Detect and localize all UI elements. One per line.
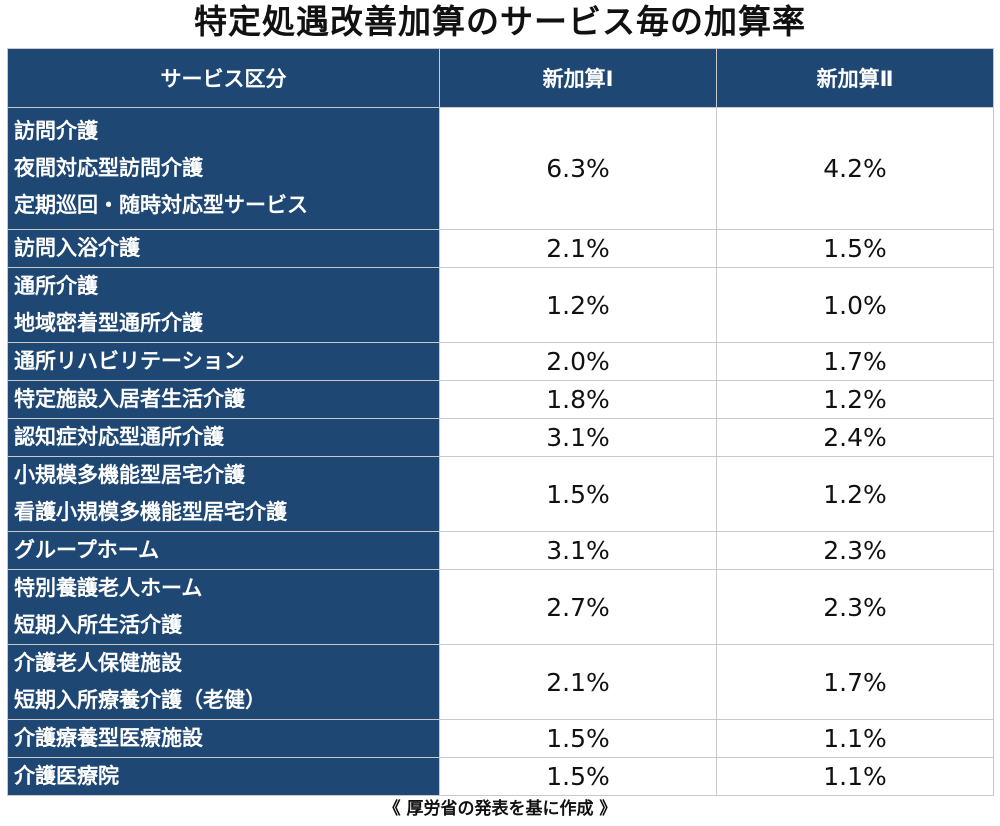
table-row: 特別養護老人ホーム 短期入所生活介護 2.7% 2.3% bbox=[7, 569, 994, 645]
rate1-cell: 3.1% bbox=[439, 418, 717, 457]
service-name: 小規模多機能型居宅介護 bbox=[14, 463, 245, 487]
rate2-cell: 4.2% bbox=[716, 107, 994, 230]
table-row: 訪問入浴介護 2.1% 1.5% bbox=[7, 229, 994, 268]
rate1-cell: 3.1% bbox=[439, 531, 717, 570]
service-name: 定期巡回・随時対応型サービス bbox=[14, 193, 308, 217]
rate1-cell: 2.0% bbox=[439, 342, 717, 381]
rate1-cell: 1.5% bbox=[439, 719, 717, 758]
service-name: 訪問介護 bbox=[14, 119, 98, 143]
rate2-cell: 1.1% bbox=[716, 719, 994, 758]
rate1-cell: 2.1% bbox=[439, 644, 717, 720]
rate1-cell: 2.1% bbox=[439, 229, 717, 268]
service-cell: 介護老人保健施設 短期入所療養介護（老健） bbox=[7, 644, 440, 720]
service-cell: 通所リハビリテーション bbox=[7, 342, 440, 381]
source-note: 《 厚労省の発表を基に作成 》 bbox=[383, 799, 617, 819]
service-cell: 通所介護 地域密着型通所介護 bbox=[7, 267, 440, 343]
column-header-rate2: 新加算Ⅱ bbox=[716, 48, 994, 108]
column-header-rate1: 新加算Ⅰ bbox=[439, 48, 717, 108]
service-cell: グループホーム bbox=[7, 531, 440, 570]
rate1-cell: 2.7% bbox=[439, 569, 717, 645]
table-row: 介護老人保健施設 短期入所療養介護（老健） 2.1% 1.7% bbox=[7, 644, 994, 720]
rate2-cell: 1.2% bbox=[716, 456, 994, 532]
rates-table: サービス区分 新加算Ⅰ 新加算Ⅱ 訪問介護 夜間対応型訪問介護 定期巡回・随時対… bbox=[7, 48, 994, 796]
rate2-cell: 1.7% bbox=[716, 644, 994, 720]
service-cell: 介護医療院 bbox=[7, 757, 440, 796]
rate2-cell: 1.0% bbox=[716, 267, 994, 343]
service-name: 地域密着型通所介護 bbox=[14, 311, 203, 335]
service-name: グループホーム bbox=[14, 538, 160, 562]
rate2-cell: 2.3% bbox=[716, 569, 994, 645]
service-cell: 小規模多機能型居宅介護 看護小規模多機能型居宅介護 bbox=[7, 456, 440, 532]
rate1-cell: 1.5% bbox=[439, 757, 717, 796]
service-name: 介護療養型医療施設 bbox=[14, 726, 203, 750]
service-cell: 介護療養型医療施設 bbox=[7, 719, 440, 758]
page-title: 特定処遇改善加算のサービス毎の加算率 bbox=[194, 2, 806, 41]
service-name: 訪問入浴介護 bbox=[14, 236, 140, 260]
table-row: 介護医療院 1.5% 1.1% bbox=[7, 757, 994, 796]
service-name: 介護医療院 bbox=[14, 764, 119, 788]
service-name: 特別養護老人ホーム bbox=[14, 576, 203, 600]
rate2-cell: 1.7% bbox=[716, 342, 994, 381]
column-header-service: サービス区分 bbox=[7, 48, 440, 108]
table-row: 認知症対応型通所介護 3.1% 2.4% bbox=[7, 418, 994, 457]
service-name: 看護小規模多機能型居宅介護 bbox=[14, 500, 287, 524]
service-name: 夜間対応型訪問介護 bbox=[14, 156, 203, 180]
rate2-cell: 1.2% bbox=[716, 380, 994, 419]
service-name: 介護老人保健施設 bbox=[14, 651, 182, 675]
service-cell: 認知症対応型通所介護 bbox=[7, 418, 440, 457]
service-name: 通所リハビリテーション bbox=[14, 349, 245, 373]
rate1-cell: 6.3% bbox=[439, 107, 717, 230]
service-name: 特定施設入居者生活介護 bbox=[14, 387, 245, 411]
rate1-cell: 1.5% bbox=[439, 456, 717, 532]
table-row: 通所介護 地域密着型通所介護 1.2% 1.0% bbox=[7, 267, 994, 343]
rate1-cell: 1.2% bbox=[439, 267, 717, 343]
rate2-cell: 2.4% bbox=[716, 418, 994, 457]
service-name: 短期入所生活介護 bbox=[14, 613, 182, 637]
service-cell: 特定施設入居者生活介護 bbox=[7, 380, 440, 419]
service-cell: 特別養護老人ホーム 短期入所生活介護 bbox=[7, 569, 440, 645]
service-name: 認知症対応型通所介護 bbox=[14, 425, 224, 449]
table-row: 特定施設入居者生活介護 1.8% 1.2% bbox=[7, 380, 994, 419]
table-header-row: サービス区分 新加算Ⅰ 新加算Ⅱ bbox=[7, 48, 994, 108]
rate2-cell: 1.1% bbox=[716, 757, 994, 796]
service-name: 通所介護 bbox=[14, 274, 98, 298]
table-row: 介護療養型医療施設 1.5% 1.1% bbox=[7, 719, 994, 758]
rate1-cell: 1.8% bbox=[439, 380, 717, 419]
service-cell: 訪問介護 夜間対応型訪問介護 定期巡回・随時対応型サービス bbox=[7, 107, 440, 230]
service-name: 短期入所療養介護（老健） bbox=[14, 688, 266, 712]
service-cell: 訪問入浴介護 bbox=[7, 229, 440, 268]
rate2-cell: 2.3% bbox=[716, 531, 994, 570]
table-body: 訪問介護 夜間対応型訪問介護 定期巡回・随時対応型サービス 6.3% 4.2% … bbox=[7, 107, 994, 796]
rate2-cell: 1.5% bbox=[716, 229, 994, 268]
table-row: グループホーム 3.1% 2.3% bbox=[7, 531, 994, 570]
table-row: 小規模多機能型居宅介護 看護小規模多機能型居宅介護 1.5% 1.2% bbox=[7, 456, 994, 532]
table-row: 通所リハビリテーション 2.0% 1.7% bbox=[7, 342, 994, 381]
table-row: 訪問介護 夜間対応型訪問介護 定期巡回・随時対応型サービス 6.3% 4.2% bbox=[7, 107, 994, 230]
